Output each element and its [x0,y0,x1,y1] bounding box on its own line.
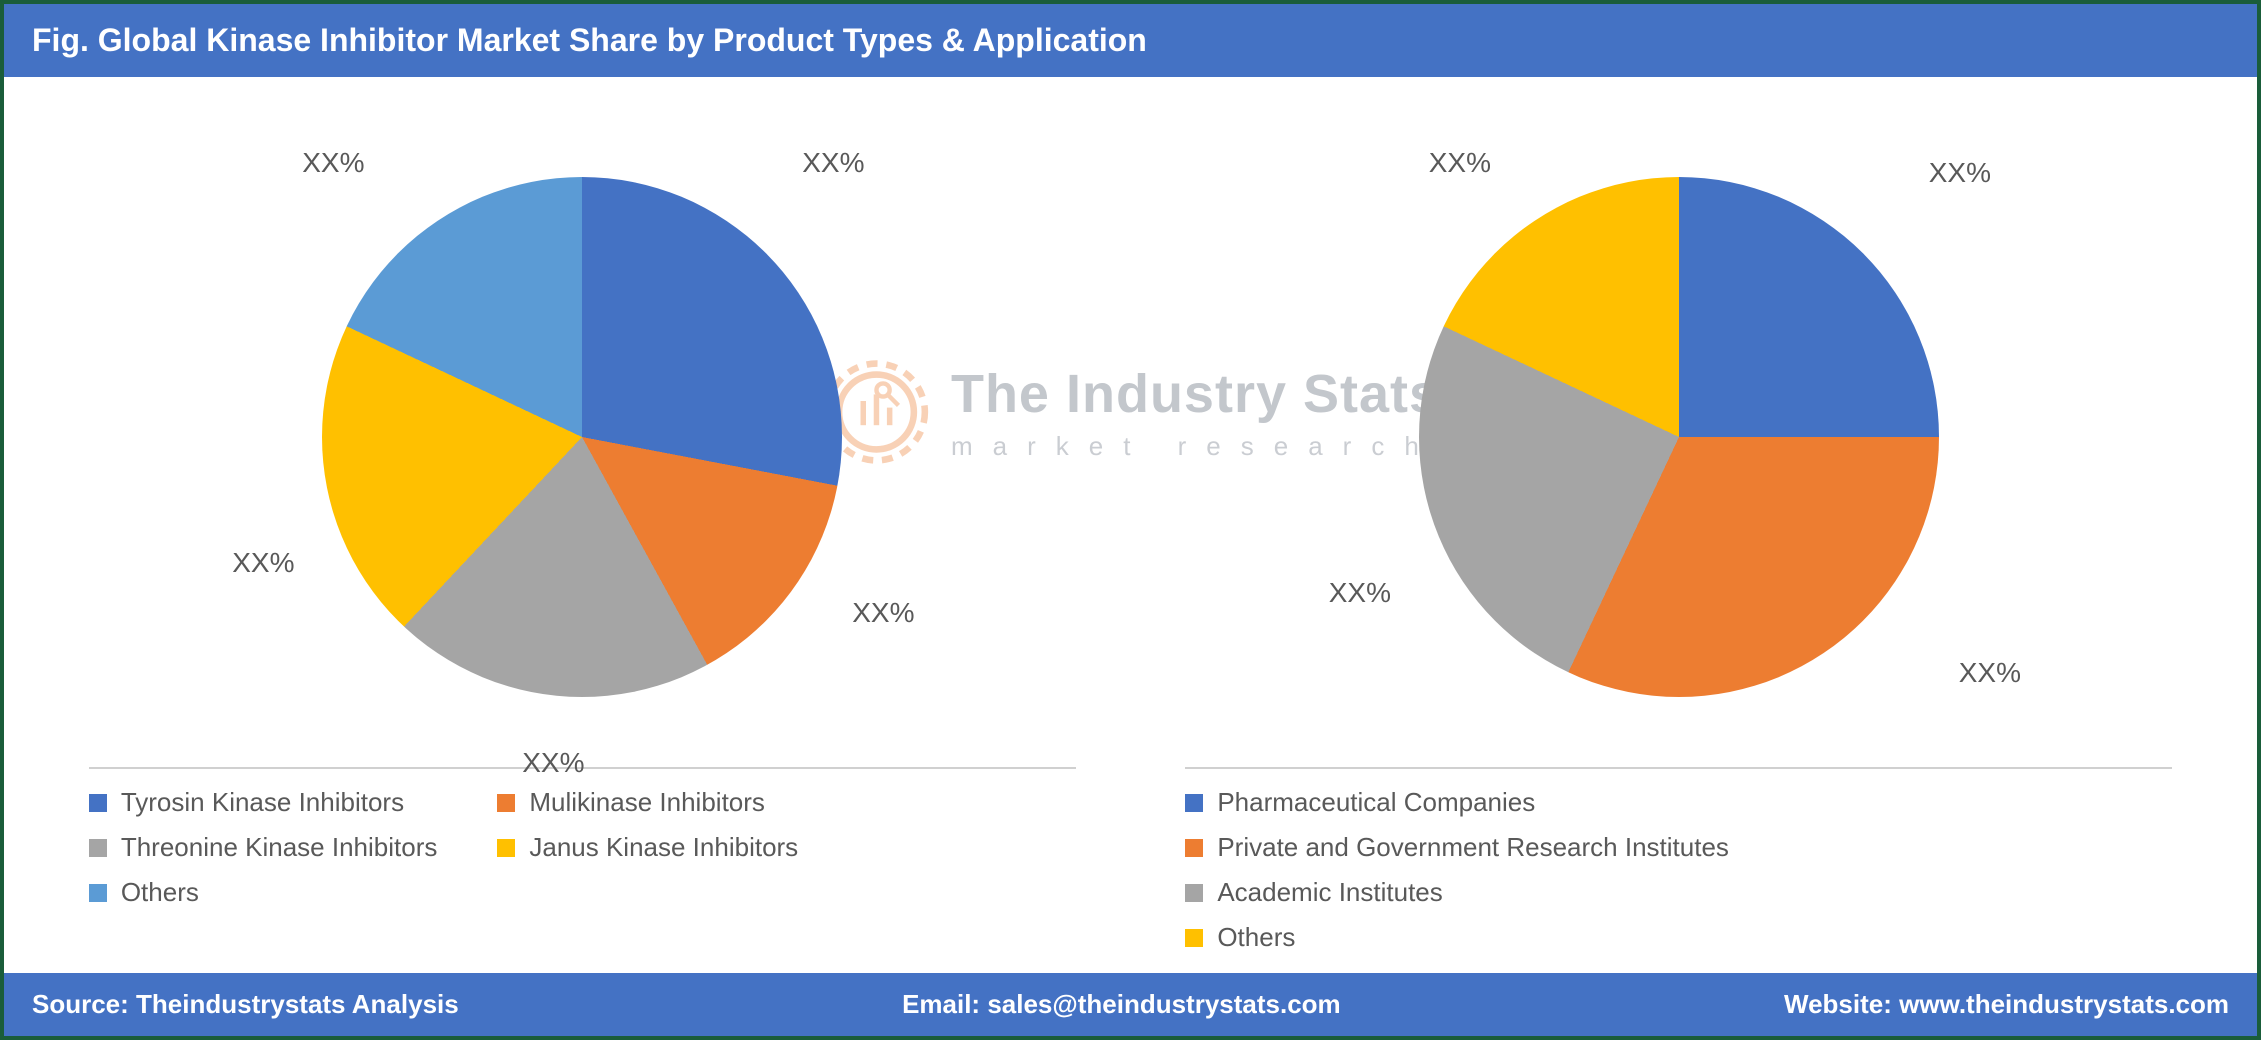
footer-email: Email: sales@theindustrystats.com [902,989,1341,1020]
pie-slice-label: XX% [802,147,864,179]
footer-source-value: Theindustrystats Analysis [136,989,459,1019]
legend-label: Mulikinase Inhibitors [529,787,765,818]
right-pie-chart [1419,177,1939,697]
legend-swatch [89,794,107,812]
legend-label: Janus Kinase Inhibitors [529,832,798,863]
legend-swatch [89,884,107,902]
legend-item: Tyrosin Kinase Inhibitors [89,787,438,818]
pie-slice-label: XX% [1959,657,2021,689]
legend-item: Threonine Kinase Inhibitors [89,832,438,863]
pie-slice-label: XX% [522,747,584,779]
legend-label: Academic Institutes [1217,877,1442,908]
legend-item: Mulikinase Inhibitors [497,787,798,818]
pie-slice-label: XX% [1429,147,1491,179]
legend-swatch [497,839,515,857]
figure-container: Fig. Global Kinase Inhibitor Market Shar… [0,0,2261,1040]
right-pie-wrap: XX%XX%XX%XX% [1419,177,1939,697]
legend-item: Pharmaceutical Companies [1185,787,1729,818]
left-pie-wrap: XX%XX%XX%XX%XX% [322,177,842,697]
footer-bar: Source: Theindustrystats Analysis Email:… [4,973,2257,1036]
legend-label: Tyrosin Kinase Inhibitors [121,787,404,818]
legend-swatch [1185,929,1203,947]
legend-swatch [1185,794,1203,812]
legend-label: Others [1217,922,1295,953]
footer-email-value: sales@theindustrystats.com [987,989,1340,1019]
legend-swatch [89,839,107,857]
footer-source: Source: Theindustrystats Analysis [32,989,459,1020]
left-legend: Tyrosin Kinase Inhibitors Threonine Kinas… [89,767,1076,908]
legend-swatch [1185,839,1203,857]
left-pie-chart [322,177,842,697]
pie-slice-label: XX% [302,147,364,179]
legend-label: Private and Government Research Institut… [1217,832,1729,863]
footer-website: Website: www.theindustrystats.com [1784,989,2229,1020]
legend-item: Academic Institutes [1185,877,1729,908]
right-legend: Pharmaceutical Companies Private and Gove… [1185,767,2172,953]
legend-item: Others [89,877,438,908]
pie-slice-label: XX% [852,597,914,629]
legend-swatch [497,794,515,812]
legend-label: Pharmaceutical Companies [1217,787,1535,818]
pie-slice-label: XX% [1329,577,1391,609]
footer-website-label: Website: [1784,989,1899,1019]
legend-item: Janus Kinase Inhibitors [497,832,798,863]
chart-area: The Industry Stats market research XX%XX… [4,77,2257,973]
right-chart-panel: XX%XX%XX%XX% Pharmaceutical CompaniesPri… [1131,117,2228,953]
pie-slice-label: XX% [232,547,294,579]
legend-item: Others [1185,922,1729,953]
figure-title-bar: Fig. Global Kinase Inhibitor Market Shar… [4,4,2257,77]
legend-item: Private and Government Research Institut… [1185,832,1729,863]
legend-swatch [1185,884,1203,902]
left-chart-panel: XX%XX%XX%XX%XX% Tyrosin Kinase Inhibitor… [34,117,1131,953]
legend-label: Others [121,877,199,908]
figure-title: Fig. Global Kinase Inhibitor Market Shar… [32,22,1147,58]
footer-source-label: Source: [32,989,136,1019]
pie-slice-label: XX% [1929,157,1991,189]
legend-label: Threonine Kinase Inhibitors [121,832,438,863]
footer-website-value: www.theindustrystats.com [1899,989,2229,1019]
footer-email-label: Email: [902,989,987,1019]
